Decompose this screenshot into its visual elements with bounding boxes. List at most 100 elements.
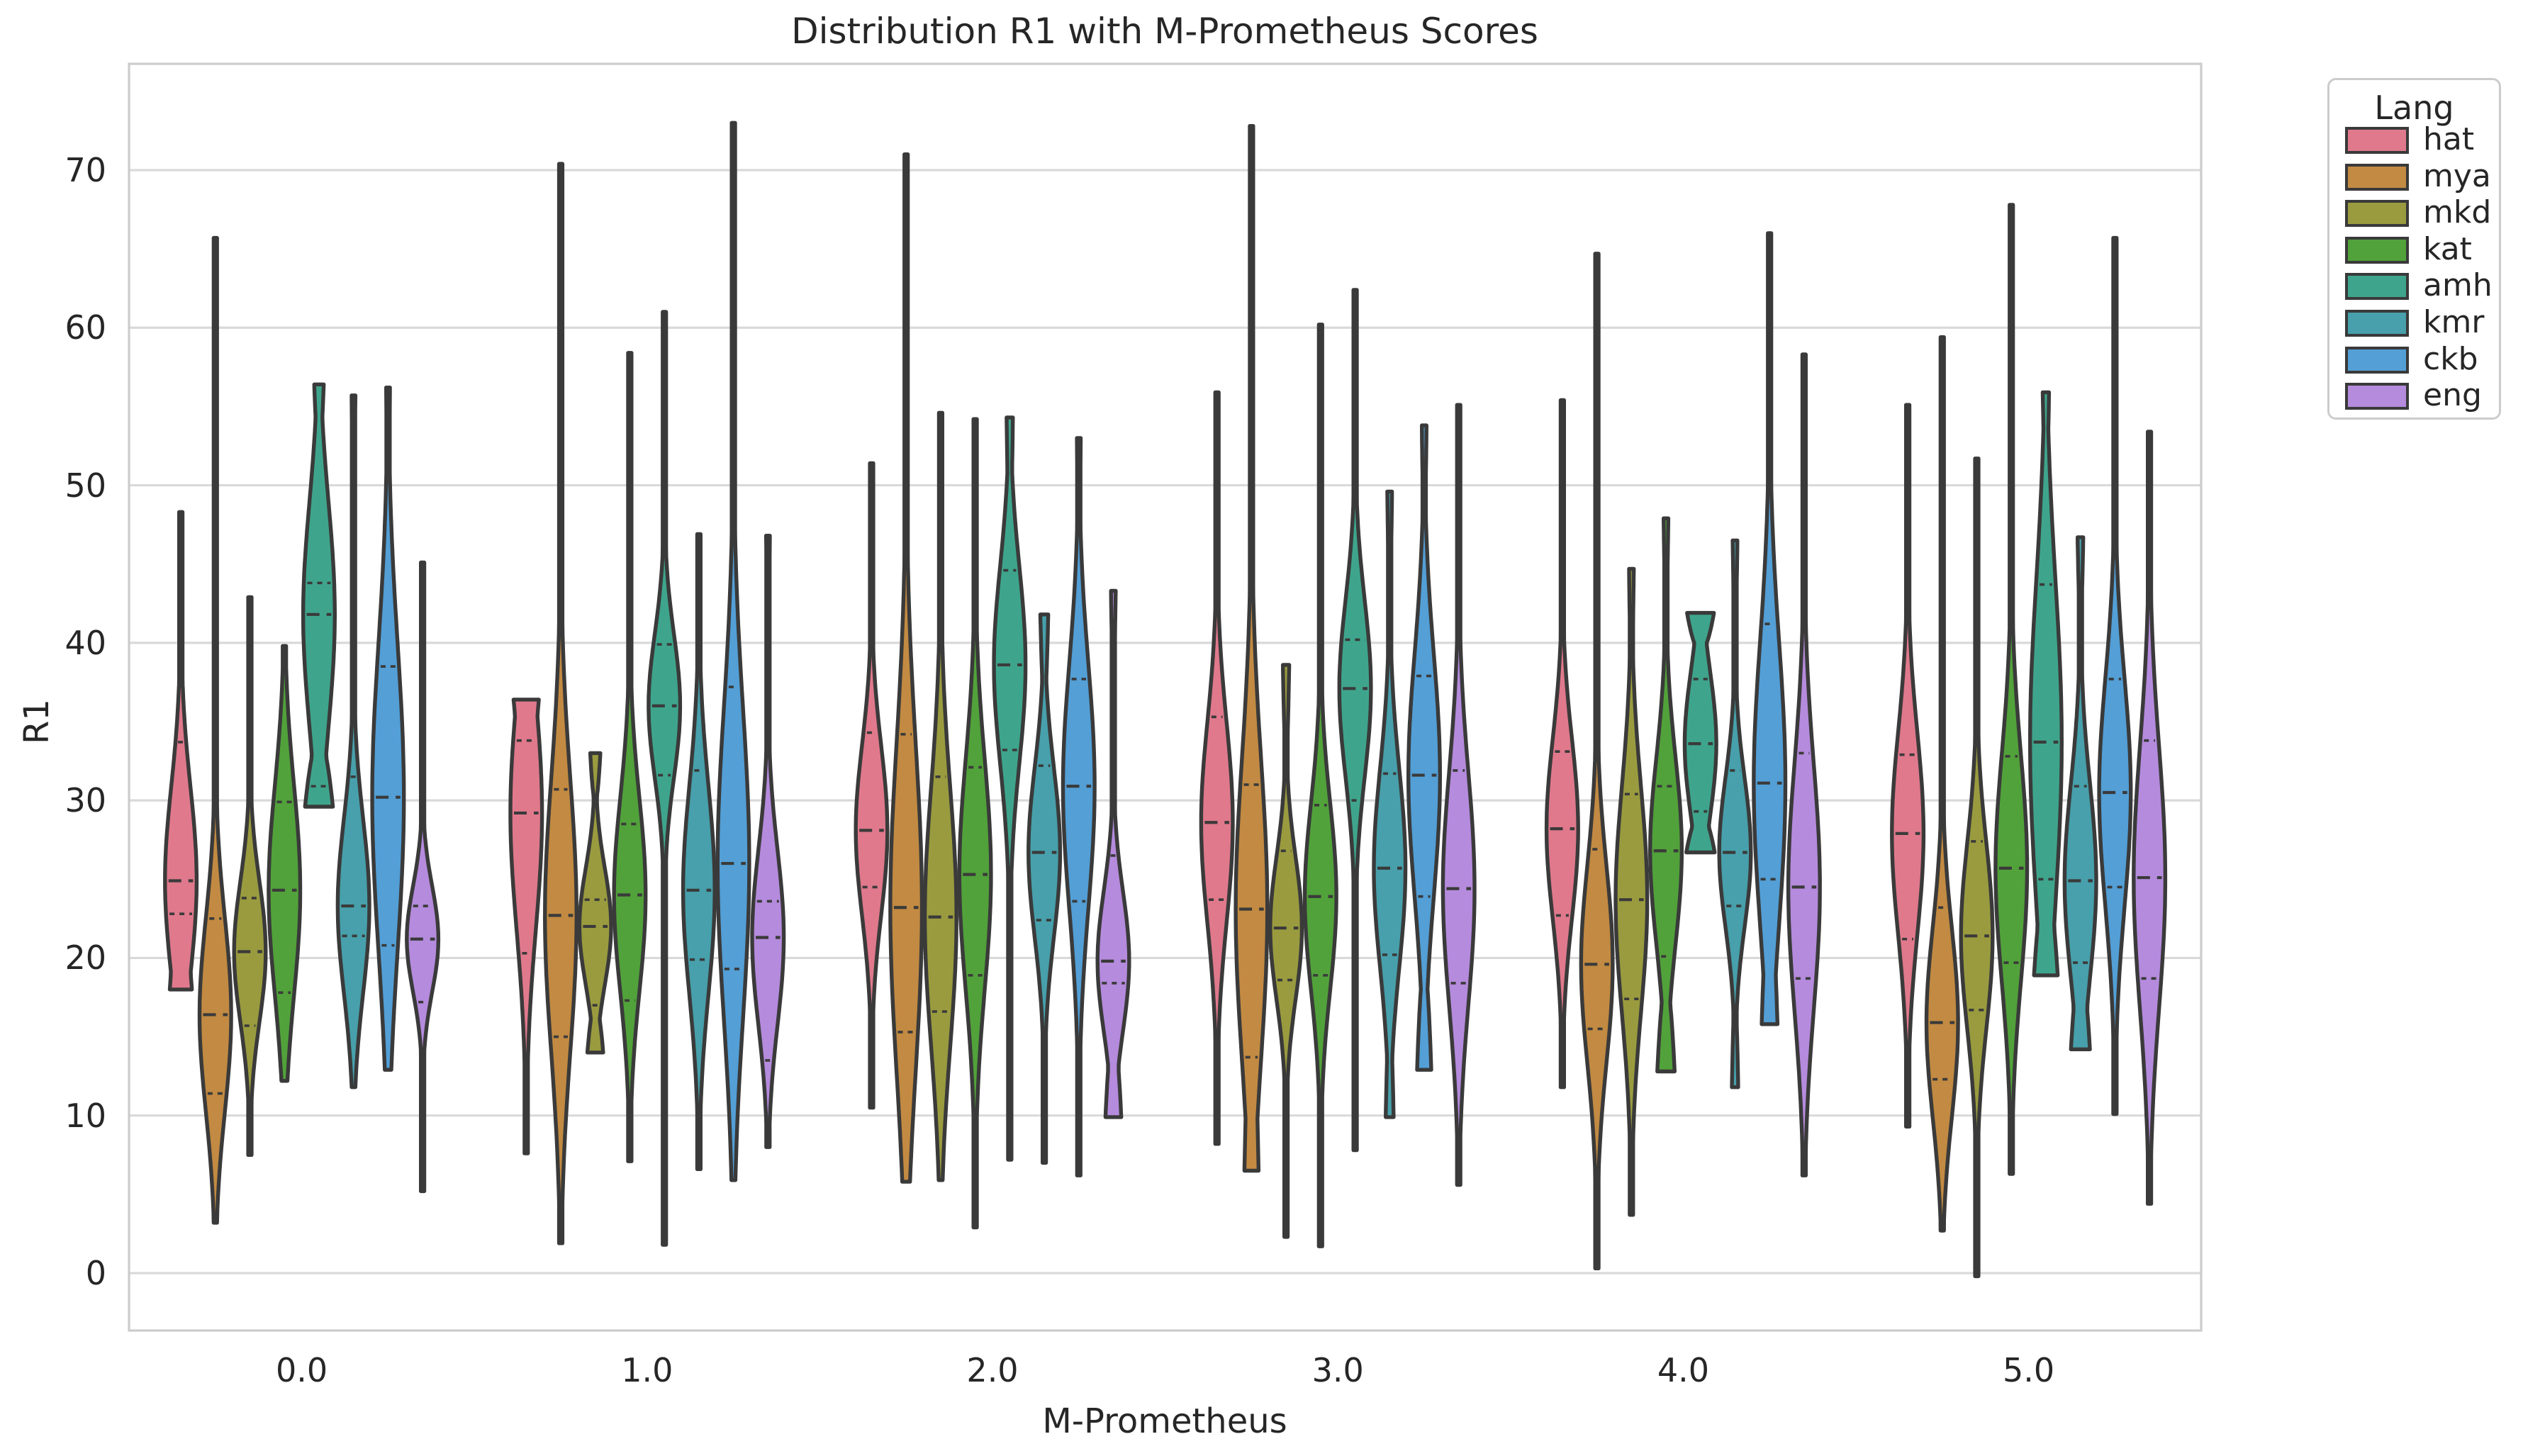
legend-swatch-ckb — [2345, 346, 2409, 374]
violin-body — [2097, 235, 2133, 1116]
legend-label-mkd: mkd — [2423, 194, 2492, 231]
legend-label-eng: eng — [2423, 377, 2482, 414]
y-axis-label: R1 — [17, 699, 57, 744]
violin-kat-3.0 — [1302, 323, 1338, 1248]
x-tick-label-2.0: 2.0 — [966, 1351, 1019, 1389]
violin-mya-2.0 — [888, 152, 924, 1184]
violin-body — [1372, 489, 1408, 1119]
violin-mkd-5.0 — [1959, 457, 1995, 1279]
violin-hat-0.0 — [163, 510, 199, 992]
violin-body — [1440, 403, 1477, 1187]
violin-eng-4.0 — [1786, 352, 1822, 1177]
legend-title: Lang — [2374, 89, 2454, 127]
x-axis-label: M-Prometheus — [1042, 1401, 1287, 1441]
violin-eng-5.0 — [2132, 430, 2168, 1206]
x-tick-label-0.0: 0.0 — [276, 1351, 328, 1389]
y-tick-label-40: 40 — [65, 623, 106, 662]
legend-swatch-mya — [2345, 163, 2409, 191]
violin-amh-1.0 — [647, 310, 683, 1247]
legend-label-hat: hat — [2423, 121, 2475, 157]
legend-swatch-mkd — [2345, 200, 2409, 228]
violin-body — [301, 382, 337, 809]
violin-mkd-1.0 — [577, 751, 613, 1055]
violin-body — [1993, 203, 2030, 1176]
violin-kmr-2.0 — [1026, 612, 1063, 1165]
legend-label-kmr: kmr — [2423, 304, 2485, 340]
violin-body — [508, 698, 544, 1155]
violin-body — [1717, 538, 1753, 1090]
legend-swatch-amh — [2345, 273, 2409, 301]
violin-body — [1026, 612, 1063, 1165]
violin-kat-0.0 — [267, 644, 303, 1083]
y-tick-label-70: 70 — [65, 150, 106, 189]
violin-mkd-0.0 — [232, 595, 268, 1157]
x-tick-label-3.0: 3.0 — [1311, 1351, 1364, 1389]
x-tick-label-5.0: 5.0 — [2003, 1351, 2055, 1389]
violin-body — [854, 461, 890, 1110]
violin-body — [1233, 124, 1270, 1173]
legend: Lang hat mya mkd kat amh kmr ckb eng — [2327, 78, 2501, 420]
violin-body — [750, 534, 786, 1149]
violin-ckb-5.0 — [2097, 235, 2133, 1116]
violin-body — [957, 417, 993, 1230]
x-tick-label-4.0: 4.0 — [1657, 1351, 1709, 1389]
violin-kmr-5.0 — [2062, 535, 2098, 1051]
violin-kat-4.0 — [1648, 516, 1684, 1074]
violin-amh-5.0 — [2028, 390, 2064, 978]
violin-amh-0.0 — [301, 382, 337, 809]
y-tick-label-0: 0 — [85, 1254, 106, 1292]
violin-hat-3.0 — [1199, 390, 1235, 1146]
violin-body — [2028, 390, 2064, 978]
violin-body — [1890, 403, 1926, 1129]
violin-kmr-0.0 — [335, 393, 371, 1090]
violin-body — [1544, 398, 1580, 1090]
violin-body — [370, 386, 406, 1072]
violin-body — [888, 152, 924, 1184]
violin-ckb-3.0 — [1406, 423, 1442, 1072]
violin-body — [335, 393, 371, 1090]
violin-mkd-3.0 — [1268, 663, 1304, 1239]
violin-body — [1302, 323, 1338, 1248]
violin-kmr-4.0 — [1717, 538, 1753, 1090]
y-tick-label-60: 60 — [65, 308, 106, 347]
violin-body — [1752, 231, 1788, 1026]
violin-eng-1.0 — [750, 534, 786, 1149]
violin-body — [1199, 390, 1235, 1146]
violin-body — [1061, 436, 1097, 1177]
violin-hat-2.0 — [854, 461, 890, 1110]
violin-body — [1579, 252, 1615, 1270]
legend-swatch-eng — [2345, 383, 2409, 410]
violin-kmr-3.0 — [1372, 489, 1408, 1119]
violin-ckb-4.0 — [1752, 231, 1788, 1026]
legend-label-amh: amh — [2423, 267, 2493, 304]
violin-body — [681, 532, 717, 1171]
violin-mya-0.0 — [197, 235, 233, 1225]
violin-mkd-2.0 — [922, 410, 958, 1182]
violin-ckb-0.0 — [370, 386, 406, 1072]
violin-mya-1.0 — [543, 162, 578, 1245]
violin-body — [163, 510, 199, 992]
violin-body — [715, 121, 751, 1182]
plot-frame — [128, 62, 2203, 1332]
legend-swatch-kmr — [2345, 310, 2409, 337]
violin-body — [267, 644, 303, 1083]
violin-body — [197, 235, 233, 1225]
violin-body — [1959, 457, 1995, 1279]
violin-body — [647, 310, 683, 1247]
violin-body — [1268, 663, 1304, 1239]
y-tick-label-10: 10 — [65, 1096, 106, 1135]
violin-kat-5.0 — [1993, 203, 2030, 1176]
violin-eng-3.0 — [1440, 403, 1477, 1187]
violin-body — [1786, 352, 1822, 1177]
violin-ckb-2.0 — [1061, 436, 1097, 1177]
violin-body — [405, 560, 441, 1194]
violin-body — [1406, 423, 1442, 1072]
violin-body — [2062, 535, 2098, 1051]
violin-hat-1.0 — [508, 698, 544, 1155]
violin-mya-5.0 — [1924, 335, 1960, 1233]
violin-body — [992, 415, 1028, 1162]
violin-hat-5.0 — [1890, 403, 1926, 1129]
violin-amh-2.0 — [992, 415, 1028, 1162]
